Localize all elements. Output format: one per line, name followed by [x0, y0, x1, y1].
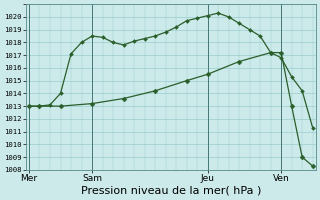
X-axis label: Pression niveau de la mer( hPa ): Pression niveau de la mer( hPa ) [81, 186, 261, 196]
